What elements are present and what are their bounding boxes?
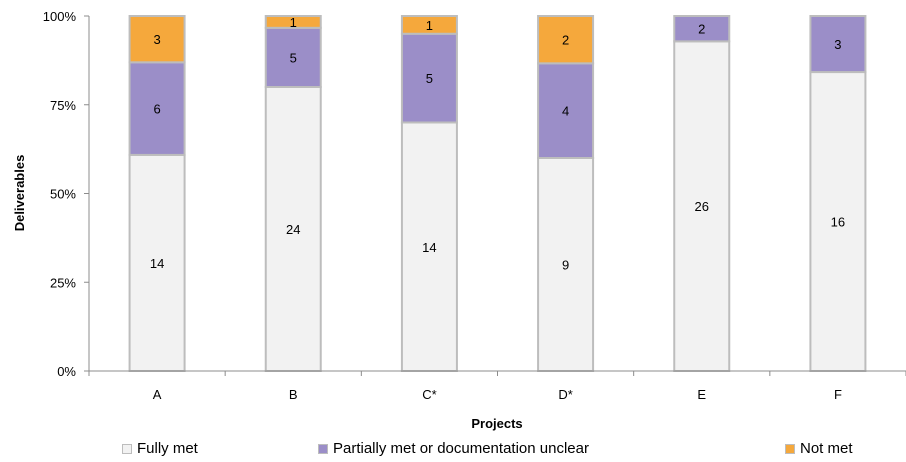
bar-segment [128, 153, 186, 372]
bar-segment [128, 15, 186, 64]
bar-value-label: 3 [153, 32, 160, 47]
x-tick-label: E [697, 387, 706, 402]
legend: Fully met Partially met or documentation… [0, 438, 906, 462]
legend-item-fully-met: Fully met [122, 440, 198, 457]
y-axis-ticks: 0% 25% 50% 75% 100% [43, 9, 89, 379]
x-tick-label: F [834, 387, 842, 402]
x-tick-label: A [153, 387, 162, 402]
legend-swatch-partially-met [318, 443, 328, 454]
bar-value-label: 1 [290, 15, 297, 30]
y-tick-label: 50% [50, 187, 76, 202]
bar-segment [809, 71, 867, 372]
x-tick-label: D* [558, 387, 572, 402]
y-tick-label: 25% [50, 275, 76, 290]
y-tick-label: 100% [43, 9, 77, 24]
legend-swatch-not-met [785, 443, 795, 454]
bar-segment [537, 157, 595, 372]
bar-segment [400, 15, 458, 35]
y-tick-label: 75% [50, 98, 76, 113]
x-tick-label: C* [422, 387, 436, 402]
bars: 14 6 3 24 5 1 14 5 1 9 4 2 26 2 16 3 [128, 15, 867, 372]
bar-value-label: 26 [695, 199, 709, 214]
bar-segment [264, 15, 322, 29]
bar-value-label: 4 [562, 104, 569, 119]
bar-segment [537, 15, 595, 65]
bar-segment [673, 15, 731, 43]
legend-item-not-met: Not met [785, 440, 853, 457]
bar-segment [128, 61, 186, 156]
bar-segment [673, 40, 731, 372]
bar-value-label: 6 [153, 102, 160, 117]
y-axis-title: Deliverables [12, 155, 27, 232]
x-axis-title: Projects [471, 416, 522, 431]
bar-segment [400, 121, 458, 372]
bar-value-label: 14 [422, 240, 436, 255]
bar-value-label: 16 [831, 215, 845, 230]
bar-value-label: 24 [286, 222, 300, 237]
legend-swatch-fully-met [122, 443, 132, 454]
x-axis-ticks: A B C* D* E F [88, 371, 906, 402]
bar-value-label: 14 [150, 256, 164, 271]
bar-segment [809, 15, 867, 74]
legend-label-not-met: Not met [800, 440, 853, 457]
stacked-bar-chart: 0% 25% 50% 75% 100% 14 6 3 24 5 1 14 5 1 9 4 2 26 2 16 3 A B… [12, 9, 906, 431]
legend-item-partially-met: Partially met or documentation unclear [318, 440, 589, 457]
x-tick-label: B [289, 387, 298, 402]
legend-label-partially-met: Partially met or documentation unclear [333, 440, 589, 457]
bar-value-label: 5 [290, 50, 297, 65]
legend-label-fully-met: Fully met [137, 440, 198, 457]
y-tick-label: 0% [57, 364, 76, 379]
bar-value-label: 2 [562, 33, 569, 48]
bar-value-label: 3 [834, 37, 841, 52]
bar-value-label: 9 [562, 258, 569, 273]
bar-value-label: 2 [698, 22, 705, 37]
bar-value-label: 1 [426, 18, 433, 33]
bar-segment [537, 62, 595, 159]
bar-value-label: 5 [426, 71, 433, 86]
